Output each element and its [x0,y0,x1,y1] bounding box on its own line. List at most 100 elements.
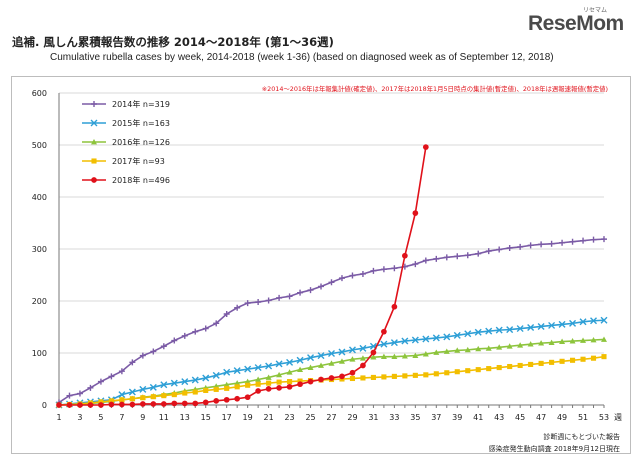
data-point [181,332,188,339]
resemom-logo: ReseMom [528,12,624,35]
data-point [275,360,283,368]
data-point [66,392,73,399]
x-tick-label: 25 [305,413,315,422]
data-point [338,275,345,282]
data-point [223,368,231,376]
data-point [192,389,198,395]
data-point [212,371,220,379]
data-point [516,325,524,333]
data-point [87,384,94,391]
data-point [485,345,492,351]
data-point [559,239,566,246]
data-point [381,374,387,380]
data-point [255,381,261,387]
data-point [223,381,230,388]
data-point [380,340,388,348]
data-point [76,390,83,397]
data-point [601,236,607,243]
data-point [433,255,440,262]
data-point [412,261,419,268]
x-tick-label: 49 [557,413,567,422]
data-point [349,356,356,362]
data-point [548,240,555,247]
data-point [170,379,178,387]
data-point [286,369,293,375]
data-point [601,336,607,342]
data-point [160,343,167,350]
data-point [391,373,397,379]
data-point [108,398,114,404]
data-point [506,244,513,251]
legend-label: 2016年 n=126 [112,137,170,147]
data-point [297,289,304,296]
data-point [328,375,335,381]
data-point [244,394,251,401]
data-point [422,335,430,343]
data-point [412,352,419,358]
y-tick-label: 0 [42,401,47,410]
data-point [118,368,125,375]
data-point [548,339,555,345]
x-tick-label: 39 [452,413,462,422]
data-point [224,385,230,391]
legend-label: 2015年 n=163 [112,118,170,128]
data-point [203,387,209,393]
data-point [507,363,513,370]
data-point [276,294,283,301]
chart-frame [11,76,631,454]
data-point [549,359,555,365]
data-point [443,254,450,261]
data-point [359,355,366,361]
data-point [506,326,514,334]
data-point [590,355,597,361]
data-point [317,352,325,360]
data-point [443,348,450,354]
data-point [202,374,210,382]
data-point [287,379,293,385]
data-point [454,253,461,260]
data-point [569,319,577,327]
data-point [139,401,146,407]
data-point [182,390,188,396]
data-point [119,401,125,408]
data-point [391,353,398,360]
data-point [223,396,230,403]
data-point [91,101,97,107]
data-point [56,402,62,408]
chart-note: ※2014～2016年は年報集計値(確定値)、2017年は2018年1月5日時点… [262,84,608,93]
data-point [171,392,177,398]
data-point [161,393,167,399]
y-tick-label: 100 [32,349,47,358]
data-point [245,382,251,388]
data-point [527,324,535,332]
data-point [548,321,556,329]
data-point [569,238,576,245]
x-tick-label: 11 [159,413,169,422]
data-point [128,388,136,396]
data-point [348,346,356,354]
data-point [265,374,272,380]
data-point [402,373,408,379]
data-point [422,144,429,150]
x-tick-label: 51 [578,413,588,422]
data-point [380,266,387,273]
data-point [213,397,220,404]
data-point [171,400,178,407]
series-3 [56,336,607,408]
data-point [359,270,366,277]
x-tick-label: 7 [119,413,124,422]
data-point [150,401,157,407]
data-point [401,353,408,359]
data-point [401,337,409,345]
data-point [91,177,97,183]
data-point [432,334,440,342]
data-point [297,366,304,373]
data-point [443,333,451,341]
data-point [464,330,472,338]
data-point [307,354,315,362]
x-tick-label: 19 [243,413,253,422]
x-axis-unit: 週 [614,413,622,422]
y-tick-label: 300 [32,245,47,254]
data-point [119,397,125,403]
